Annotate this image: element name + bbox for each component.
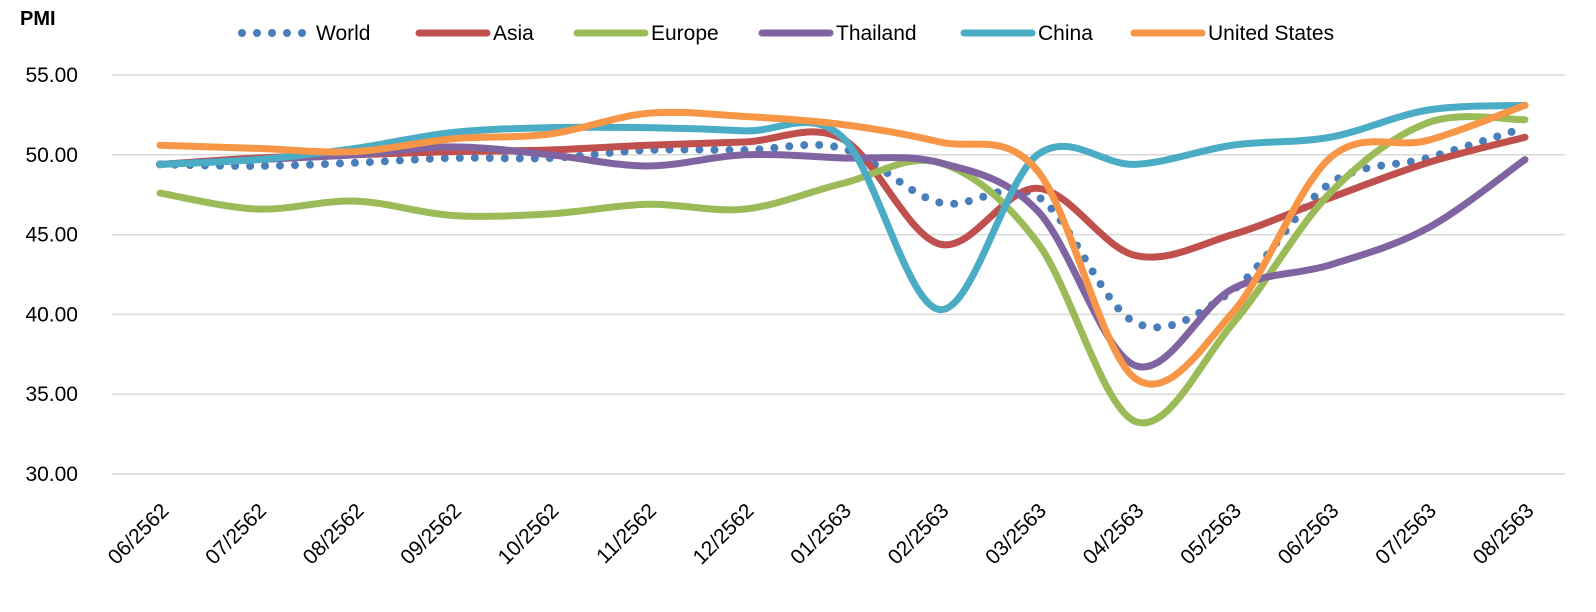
y-axis-label: PMI	[20, 8, 56, 30]
legend-label: Asia	[493, 22, 534, 45]
y-tick-label: 40.00	[25, 303, 78, 326]
y-tick-label: 45.00	[25, 224, 78, 247]
x-tick-label: 02/2563	[884, 499, 954, 569]
legend-label: China	[1038, 22, 1093, 45]
legend-label: World	[316, 22, 370, 45]
x-tick-label: 01/2563	[786, 499, 856, 569]
x-tick-label: 08/2562	[299, 499, 369, 569]
x-tick-label: 06/2563	[1274, 499, 1344, 569]
y-tick-label: 35.00	[25, 383, 78, 406]
y-tick-label: 55.00	[25, 64, 78, 87]
x-tick-label: 09/2562	[396, 499, 466, 569]
x-tick-label: 10/2562	[494, 499, 564, 569]
series-line	[156, 101, 1529, 388]
legend-label: United States	[1208, 22, 1334, 45]
series-line	[156, 101, 1529, 314]
x-tick-label: 07/2563	[1371, 499, 1441, 569]
y-tick-label: 50.00	[25, 144, 78, 167]
x-tick-label: 11/2562	[592, 499, 661, 568]
x-tick-label: 04/2563	[1079, 499, 1149, 569]
x-tick-label: 06/2562	[104, 499, 174, 569]
x-tick-label: 07/2562	[201, 499, 271, 569]
x-tick-label: 03/2563	[981, 499, 1051, 569]
series-line	[156, 143, 1529, 371]
x-tick-label: 12/2562	[689, 499, 759, 569]
legend-label: Thailand	[836, 22, 917, 45]
x-tick-label: 08/2563	[1469, 499, 1539, 569]
series-line	[156, 113, 1529, 427]
x-tick-label: 05/2563	[1176, 499, 1246, 569]
legend-label: Europe	[651, 22, 719, 45]
y-tick-label: 30.00	[25, 463, 78, 486]
